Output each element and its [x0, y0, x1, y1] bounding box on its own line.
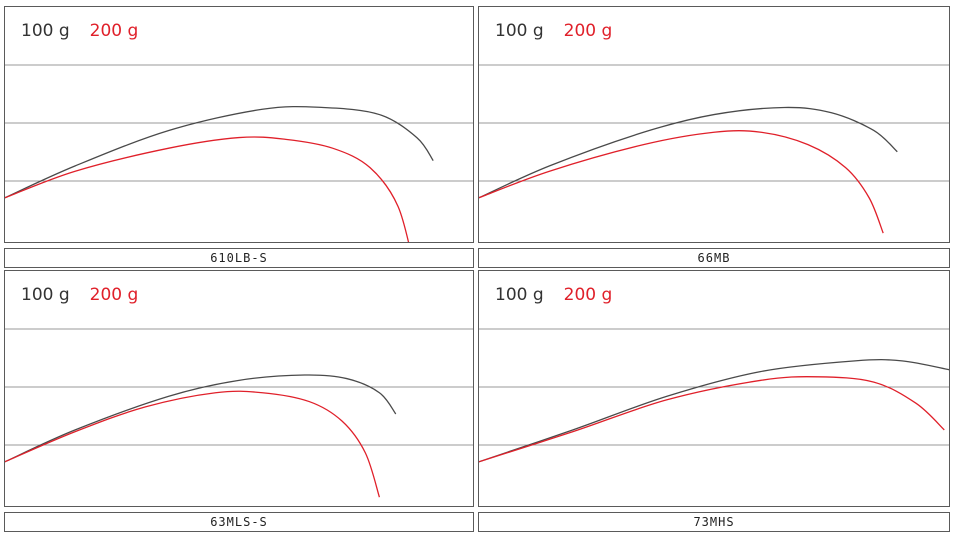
series-line-200g — [5, 390, 381, 498]
legend: 100 g 200 g — [21, 21, 138, 41]
legend-100g: 100 g — [495, 285, 544, 305]
chart-label: 63MLS-S — [4, 512, 474, 532]
legend-100g: 100 g — [21, 285, 70, 305]
chart-svg — [5, 64, 473, 242]
legend-100g: 100 g — [495, 21, 544, 41]
chart-label: 73MHS — [478, 512, 950, 532]
chart-area: 100 g 200 g — [478, 6, 950, 243]
series-line-100g — [479, 358, 949, 463]
legend-200g: 200 g — [89, 285, 139, 305]
chart-panel-66mb: 100 g 200 g 66MB — [478, 6, 950, 270]
series-line-200g — [5, 136, 410, 242]
series-line-100g — [5, 105, 434, 199]
chart-area: 100 g 200 g — [478, 270, 950, 507]
series-line-100g — [5, 374, 397, 463]
chart-svg — [479, 328, 949, 463]
legend-200g: 200 g — [89, 21, 139, 41]
legend-200g: 200 g — [563, 21, 613, 41]
chart-area: 100 g 200 g — [4, 270, 474, 507]
chart-svg — [479, 64, 949, 234]
chart-panel-63mls-s: 100 g 200 g 63MLS-S — [4, 270, 474, 536]
chart-panel-73mhs: 100 g 200 g 73MHS — [478, 270, 950, 536]
series-line-100g — [479, 106, 898, 199]
legend: 100 g 200 g — [495, 21, 612, 41]
chart-svg — [5, 328, 473, 498]
legend: 100 g 200 g — [495, 285, 612, 305]
chart-label: 610LB-S — [4, 248, 474, 268]
chart-label: 66MB — [478, 248, 950, 268]
legend-100g: 100 g — [21, 21, 70, 41]
legend-200g: 200 g — [563, 285, 613, 305]
chart-panel-610lb-s: 100 g 200 g 610LB-S — [4, 6, 474, 270]
chart-area: 100 g 200 g — [4, 6, 474, 243]
legend: 100 g 200 g — [21, 285, 138, 305]
series-line-200g — [479, 130, 884, 234]
series-line-200g — [479, 376, 945, 463]
